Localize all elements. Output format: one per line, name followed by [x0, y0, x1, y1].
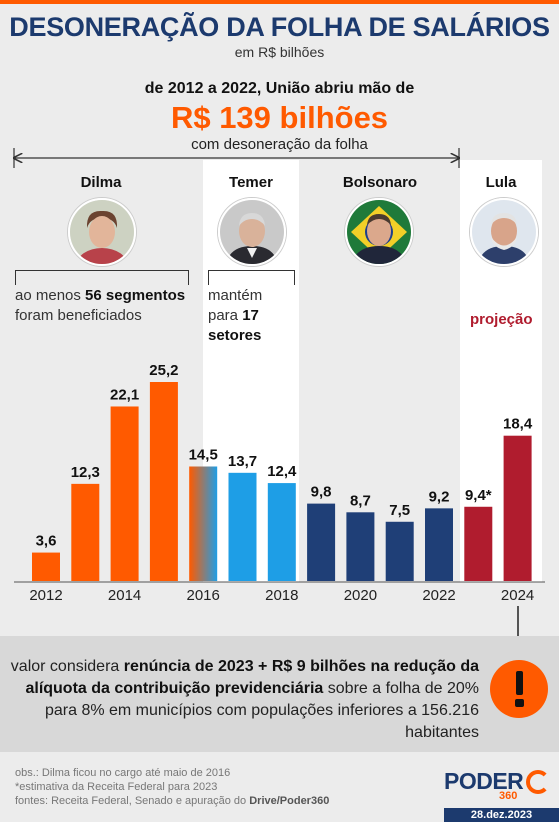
exclamation-icon — [490, 660, 548, 718]
bar-2023 — [464, 506, 493, 581]
bar-label-2012: 3,6 — [36, 533, 57, 550]
bar-label-2017: 13,7 — [228, 453, 257, 470]
x-tick-label-2020: 2020 — [344, 587, 377, 604]
bar-2015 — [149, 382, 178, 581]
bar-label-2019: 9,8 — [311, 484, 332, 501]
bar-label-2015: 25,2 — [149, 362, 178, 379]
temer-note: mantém para 17 setores — [208, 286, 288, 346]
bar-label-2016: 14,5 — [189, 446, 218, 463]
temer-note-count: 17 — [242, 307, 259, 324]
bar-label-2024: 18,4 — [503, 416, 533, 433]
bar-label-2013: 12,3 — [71, 464, 100, 481]
bar-label-2014: 22,1 — [110, 386, 139, 403]
bar-2024 — [503, 435, 532, 581]
temer-note-text: mantém para — [208, 287, 263, 324]
bar-2012 — [32, 552, 60, 581]
headline-value: R$ 139 bilhões — [170, 100, 389, 135]
chart-subtitle: em R$ bilhões — [234, 44, 325, 60]
bar-2021 — [385, 521, 414, 581]
bar-chart: 3,6 12,3 22,1 25,2 14,5 13,7 12,4 9,8 8,7 7,5 9,2 9… — [0, 148, 545, 640]
footer-sources: fontes: Receita Federal, Senado e apuraç… — [15, 795, 330, 807]
callout-bold-text: renúncia de 2023 + R$ 9 bilhões na reduç… — [25, 658, 479, 697]
dilma-note-text: ao menos — [15, 287, 86, 304]
bar-label-2023: 9,4* — [465, 487, 492, 504]
x-tick-label-2024: 2024 — [501, 587, 534, 604]
x-tick-label-2012: 2012 — [29, 587, 62, 604]
lula-portrait-avatar — [470, 198, 538, 266]
bar-2019 — [307, 503, 336, 581]
poder360-logo: PODER — [444, 768, 524, 794]
top-accent-bar — [0, 0, 559, 4]
projection-label: projeção — [470, 311, 533, 328]
footer-obs: obs.: Dilma ficou no cargo até maio de 2… — [15, 767, 231, 779]
dilma-note-bracket — [15, 270, 189, 285]
bar-2014 — [110, 406, 139, 581]
bar-2018 — [267, 483, 296, 581]
x-tick-label-2022: 2022 — [422, 587, 455, 604]
callout-text: valor considera renúncia de 2023 + R$ 9 … — [10, 658, 479, 741]
temer-note-sectors: setores — [208, 327, 262, 344]
bar-label-2022: 9,2 — [429, 488, 450, 505]
dilma-note-count: 56 — [85, 287, 102, 304]
temer-portrait-avatar — [218, 198, 286, 266]
dilma-note: ao menos 56 segmentos foram beneficiados — [15, 286, 195, 326]
president-name-bolsonaro: Bolsonaro — [342, 174, 418, 191]
x-tick-label-2014: 2014 — [108, 587, 141, 604]
bar-2013 — [71, 483, 100, 581]
bar-2016 — [189, 466, 218, 581]
bar-2020 — [346, 512, 375, 581]
x-tick-label-2016: 2016 — [187, 587, 220, 604]
president-name-dilma: Dilma — [80, 174, 122, 191]
bar-2022 — [425, 508, 453, 581]
chart-title: DESONERAÇÃO DA FOLHA DE SALÁRIOS — [9, 12, 550, 42]
bar-2017 — [228, 472, 257, 581]
bolsonaro-portrait-avatar — [345, 198, 413, 266]
poder360-ring-icon — [526, 770, 550, 794]
footer-estimate: *estimativa da Receita Federal para 2023 — [15, 781, 218, 793]
headline-outro: com desoneração da folha — [191, 136, 368, 153]
footer-sources-bold: Drive/Poder360 — [249, 795, 330, 807]
dilma-note-segments: segmentos — [105, 287, 186, 304]
footer-notes: obs.: Dilma ficou no cargo até maio de 2… — [15, 766, 329, 808]
temer-note-bracket — [208, 270, 295, 285]
dilma-note-end: foram beneficiados — [15, 307, 142, 324]
poder360-logo-number: 360 — [499, 790, 518, 802]
bar-label-2020: 8,7 — [350, 492, 371, 509]
president-name-temer: Temer — [229, 174, 273, 191]
publish-date: 28.dez.2023 — [444, 808, 559, 822]
president-name-lula: Lula — [485, 174, 517, 191]
headline-intro: de 2012 a 2022, União abriu mão de — [144, 80, 415, 97]
bar-label-2018: 12,4 — [267, 463, 297, 480]
callout-box: valor considera renúncia de 2023 + R$ 9 … — [0, 636, 559, 752]
bar-label-2021: 7,5 — [389, 502, 410, 519]
x-tick-label-2018: 2018 — [265, 587, 298, 604]
dilma-portrait-avatar — [68, 198, 136, 266]
